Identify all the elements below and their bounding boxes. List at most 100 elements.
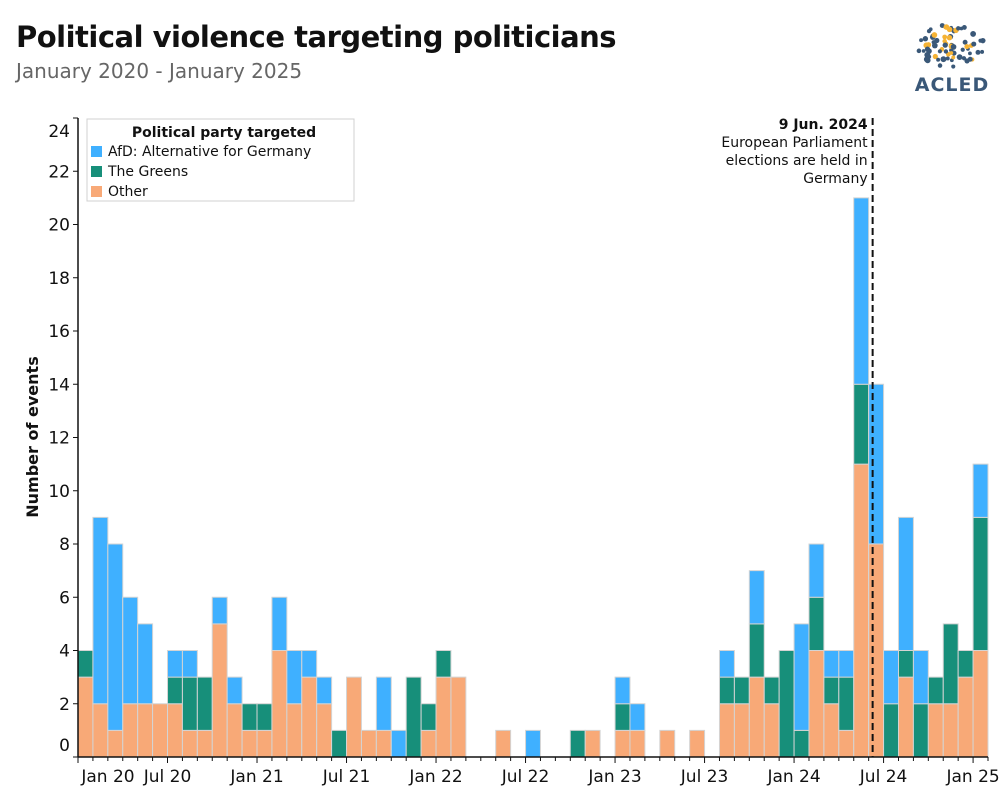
x-tick-label: Jan 20 [80,767,134,787]
bar-afd-alternative-for-germany-10 [226,676,243,705]
logo-dot [950,44,957,50]
bar-afd-alternative-for-germany-4 [137,623,154,705]
bar-the-greens-58 [942,623,959,705]
chart-subtitle: January 2020 - January 2025 [16,59,303,83]
logo-dot [970,31,976,37]
logo-dot [931,42,938,49]
y-tick-label: 0 [59,736,70,756]
legend-swatch [91,146,102,157]
x-tick-label: Jul 21 [322,767,371,787]
logo-dot [951,64,956,69]
logo-text: ACLED [915,74,990,96]
bar-other-2 [107,729,124,758]
bar-the-greens-52 [853,383,870,465]
x-tick-label: Jan 24 [766,767,820,787]
logo-dot [962,39,968,45]
bar-afd-alternative-for-germany-48 [793,623,810,731]
x-tick-label: Jul 23 [680,767,729,787]
bar-afd-alternative-for-germany-53 [868,383,885,545]
bar-other-25 [450,676,467,758]
x-tick-label: Jul 20 [143,767,192,787]
x-tick-label: Jan 23 [587,767,641,787]
logo-dot [939,23,945,28]
y-tick-label: 20 [48,216,70,236]
bar-the-greens-54 [883,703,899,758]
logo-dot [934,37,940,44]
logo-dot [959,26,964,31]
bar-the-greens-56 [912,703,929,758]
bar-other-7 [181,729,198,758]
legend-item-label: Other [108,184,148,200]
bar-afd-alternative-for-germany-21 [390,729,407,758]
bars [77,197,989,758]
bar-other-13 [271,650,288,758]
bar-other-41 [689,729,706,758]
bar-other-18 [346,676,362,758]
bar-other-49 [808,650,825,758]
bar-afd-alternative-for-germany-36 [614,676,631,705]
logo-dot [968,51,972,56]
bar-other-34 [584,729,601,758]
legend: Political party targeted AfD: Alternativ… [86,118,355,202]
bar-other-24 [435,676,452,758]
logo-dot [932,53,938,60]
bar-other-50 [823,703,840,758]
bar-other-59 [957,676,974,758]
bar-other-1 [92,703,109,758]
bar-afd-alternative-for-germany-13 [271,596,288,651]
annotation: 9 Jun. 2024 European Parliament election… [721,117,874,757]
logo-dot [951,55,956,60]
chart-title: Political violence targeting politicians [16,20,617,54]
x-tick-label: Jul 24 [859,767,908,787]
logo-dot [960,47,965,52]
bar-afd-alternative-for-germany-2 [107,543,124,731]
x-tick-label: Jan 25 [945,767,999,787]
bar-the-greens-48 [793,729,810,758]
bar-afd-alternative-for-germany-7 [181,650,198,678]
bar-other-55 [897,676,914,758]
bar-other-57 [927,703,944,758]
bar-the-greens-55 [897,650,914,678]
bar-other-39 [659,729,676,758]
y-tick-label: 4 [59,642,70,662]
bar-other-9 [211,623,228,758]
y-axis-label: Number of events [23,356,42,517]
bar-afd-alternative-for-germany-55 [897,516,914,651]
logo-dot [926,28,932,34]
bar-other-15 [301,676,318,758]
bar-other-6 [167,703,183,758]
bar-afd-alternative-for-germany-43 [718,650,735,678]
y-tick-label: 24 [48,122,70,142]
logo-dot [921,49,926,53]
logo-dot [937,49,942,54]
y-tick-label: 18 [48,269,70,289]
logo-dot [942,42,948,48]
y-tick-label: 10 [48,482,70,502]
y-tick-label: 2 [59,695,70,715]
logo-dot [945,56,950,61]
logo-dot [980,49,985,54]
bar-the-greens-47 [778,650,795,758]
logo-dot [931,32,938,38]
logo-dot [942,38,947,44]
x-tick-label: Jul 22 [501,767,550,787]
bar-the-greens-33 [569,729,586,758]
bar-the-greens-23 [420,703,437,731]
logo-dot [943,49,949,54]
annotation-line: European Parliament [721,135,868,151]
bar-other-28 [495,729,512,758]
bar-other-14 [286,703,303,758]
annotation-line: Germany [803,171,867,187]
bar-other-58 [942,703,959,758]
bar-afd-alternative-for-germany-14 [286,650,303,705]
bar-other-52 [853,463,870,758]
logo-dot [949,51,954,55]
bar-afd-alternative-for-germany-49 [808,543,825,598]
bar-the-greens-6 [167,676,183,705]
logo-dot [956,26,961,31]
logo-dot [946,34,953,41]
bar-afd-alternative-for-germany-56 [912,650,929,705]
logo-dot [916,48,922,54]
logo-dot [923,56,930,63]
